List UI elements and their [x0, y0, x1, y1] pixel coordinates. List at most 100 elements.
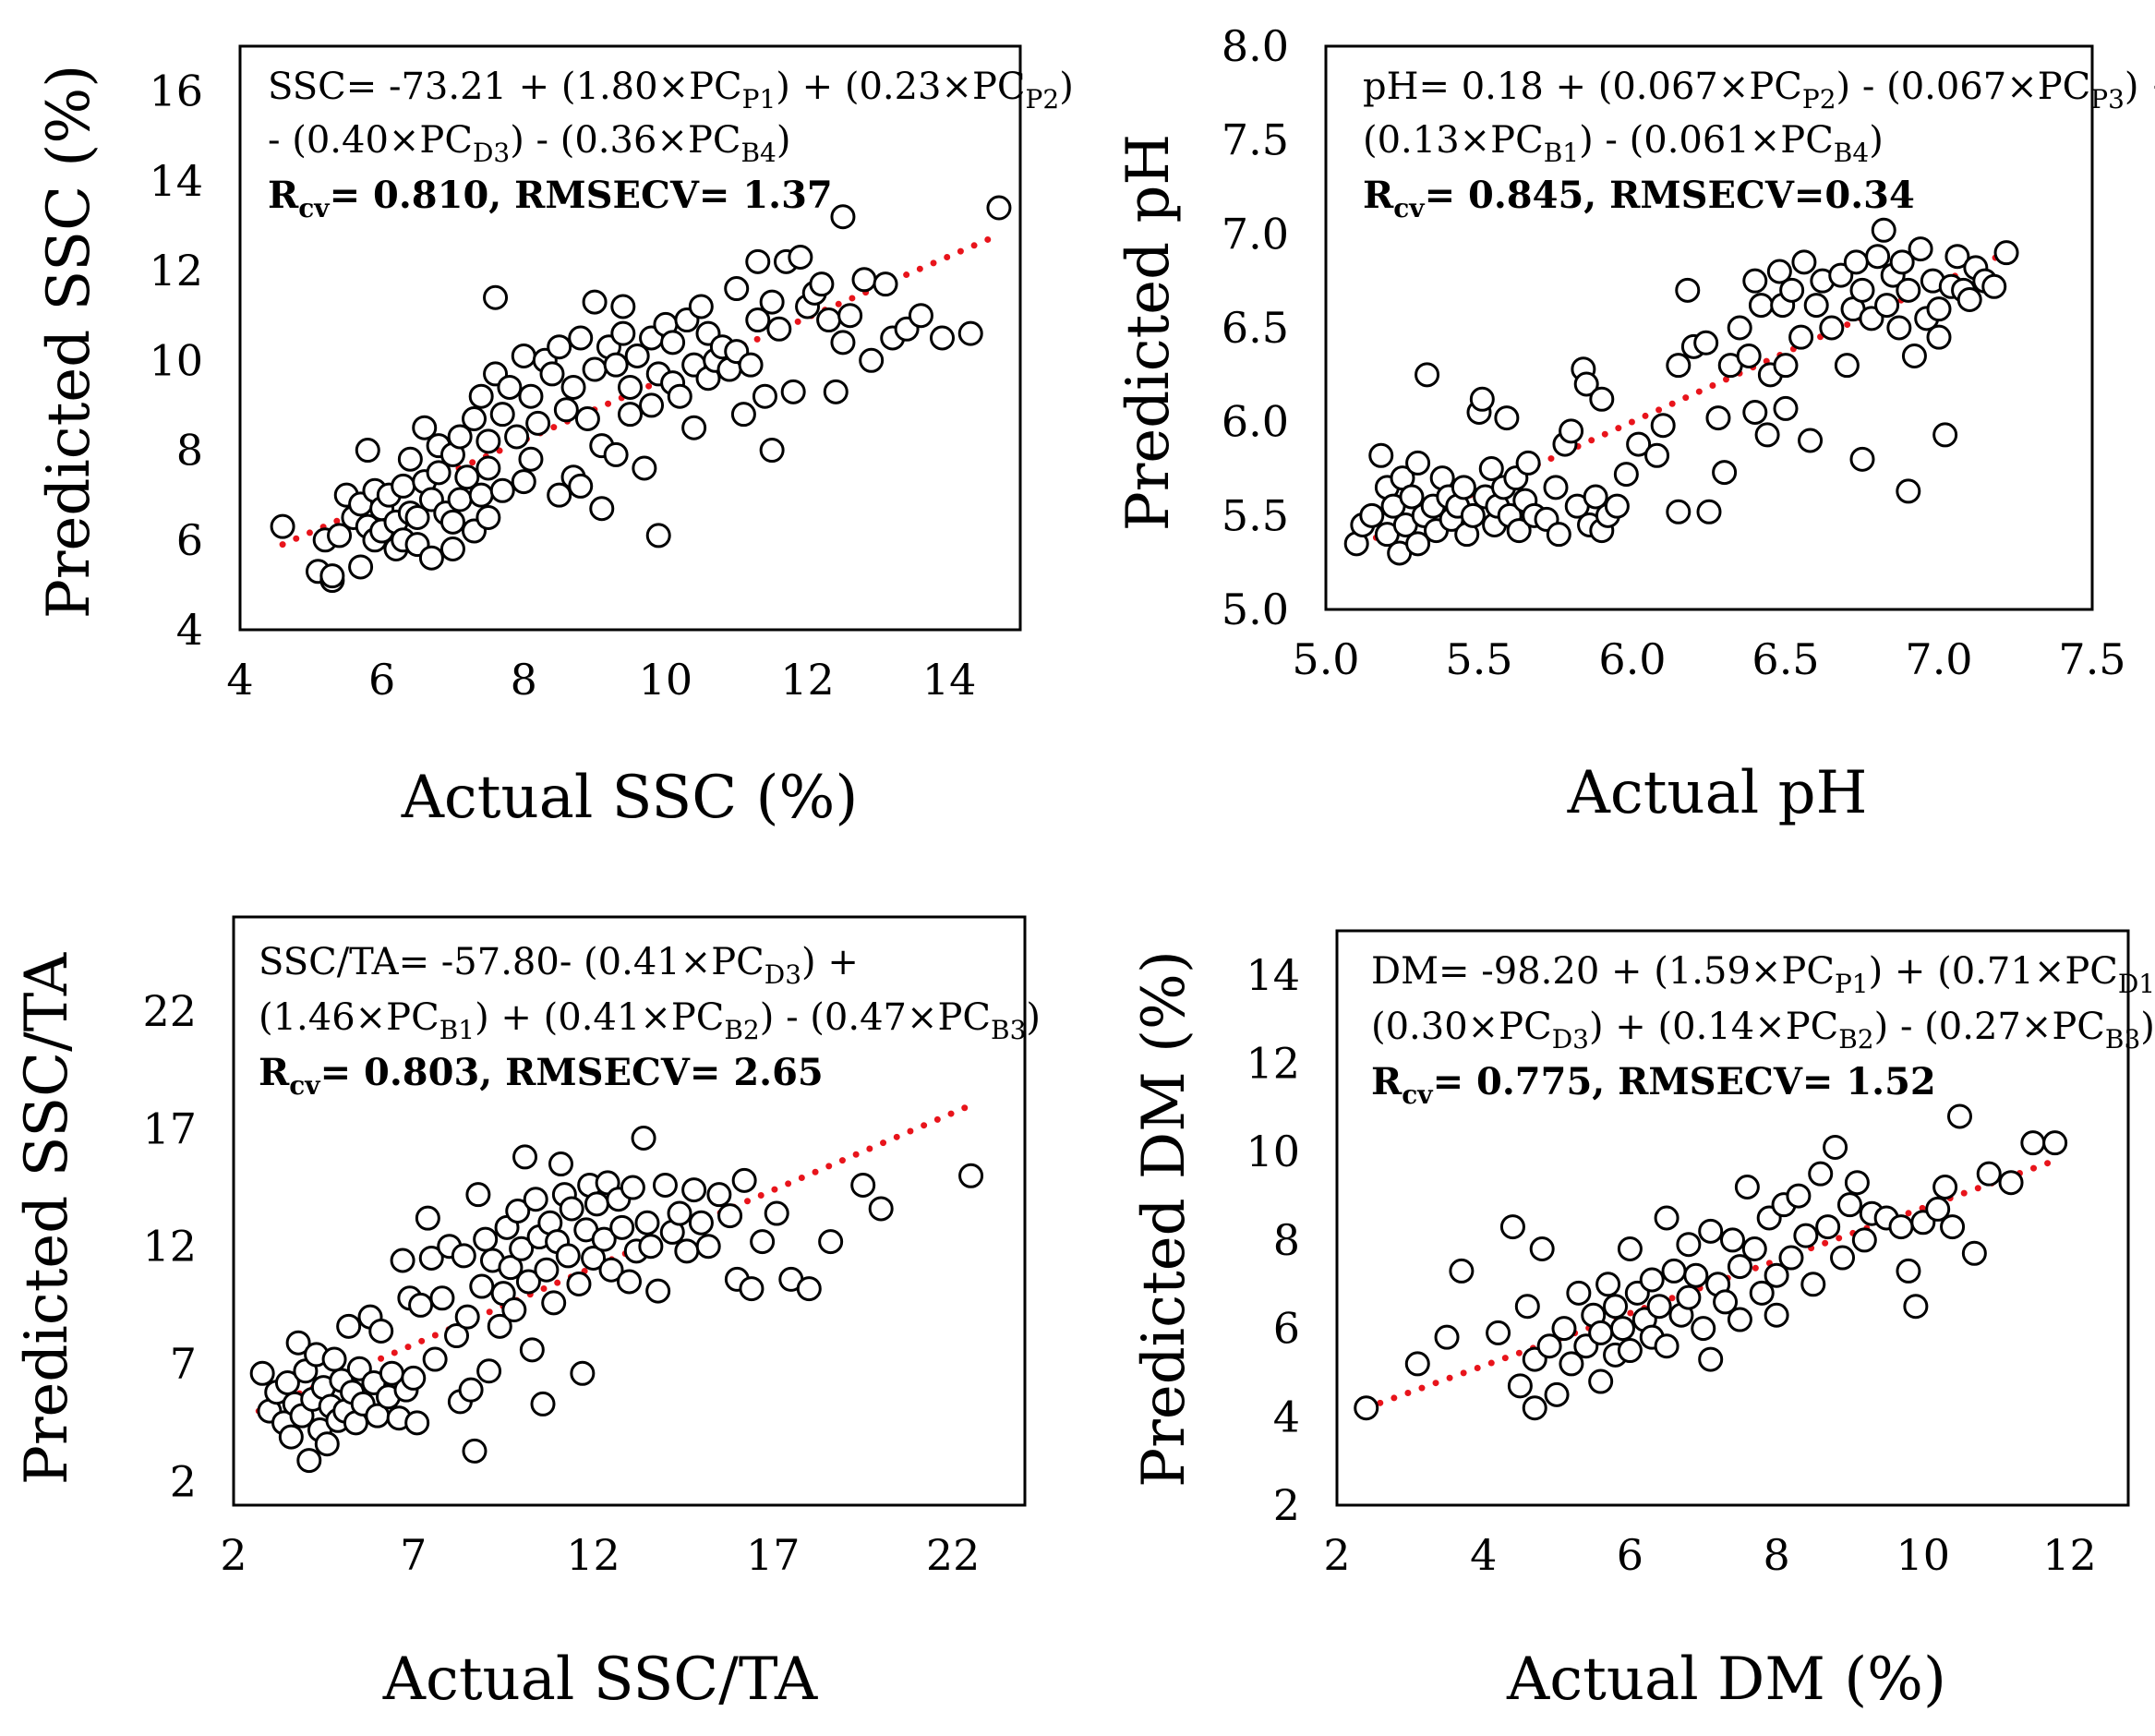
data-point [1646, 1294, 1672, 1320]
data-point [1691, 1316, 1716, 1342]
data-point [476, 455, 501, 481]
data-point [559, 1196, 584, 1222]
data-point [582, 289, 608, 315]
data-point [547, 482, 572, 508]
equation-line-2: (1.46×PCB1​) + (0.41×PCB2​) - (0.47×PCB3… [259, 996, 1041, 1045]
data-point [1976, 1161, 2002, 1187]
x-tick-label: 7 [400, 1530, 427, 1580]
data-point [429, 1285, 455, 1311]
data-point [830, 204, 856, 230]
data-point [348, 554, 374, 580]
data-point [426, 460, 451, 486]
model-stats: Rcv​= 0.775, RMSECV= 1.52 [1371, 1060, 1936, 1110]
data-point [1486, 1320, 1511, 1345]
data-point [930, 325, 955, 351]
data-point [581, 1245, 607, 1271]
data-point [476, 504, 501, 530]
data-point [1588, 1368, 1614, 1394]
data-point [851, 267, 877, 293]
data-point [1843, 249, 1869, 275]
text-run: ) + (0.14×PC [1589, 1006, 1838, 1048]
data-point [327, 523, 353, 549]
subscript: P3 [2090, 84, 2125, 115]
data-point [1741, 1236, 1767, 1261]
data-point [1543, 475, 1569, 500]
data-point [1940, 1214, 1966, 1240]
data-point [1698, 1218, 1724, 1244]
data-point [738, 352, 764, 378]
data-point [1595, 1272, 1621, 1297]
text-run: ) - (0.067×PC [1836, 66, 2091, 108]
data-point [645, 1278, 671, 1304]
data-point [1788, 324, 1814, 350]
data-point [1546, 522, 1571, 548]
data-point [1650, 413, 1676, 439]
model-stats: Rcv​= 0.810, RMSECV= 1.37 [268, 174, 833, 223]
data-point [1849, 446, 1875, 472]
y-tick-label: 7 [170, 1339, 197, 1389]
data-point [1415, 362, 1440, 388]
data-point [1609, 1316, 1635, 1342]
data-point [1675, 277, 1701, 303]
subscript: cv [1393, 193, 1425, 223]
equation-line-2: (0.13×PCB1​) - (0.061×PCB4​) [1363, 119, 1884, 168]
x-tick-label: 10 [1896, 1530, 1951, 1580]
data-point [582, 356, 608, 382]
text-run: R [1363, 174, 1394, 217]
x-tick-label: 2 [220, 1530, 247, 1580]
x-tick-label: 8 [511, 655, 537, 705]
data-point [1666, 499, 1691, 524]
data-point [1764, 1262, 1789, 1288]
y-tick-label: 12 [142, 1222, 197, 1272]
data-point [796, 1276, 822, 1302]
y-tick-label: 2 [170, 1457, 197, 1507]
data-point [1604, 493, 1630, 519]
y-tick-label: 8.0 [1222, 21, 1289, 71]
data-point [454, 1304, 480, 1330]
data-point [1834, 353, 1860, 379]
text-run: = 0.803, RMSECV= 2.65 [320, 1051, 824, 1094]
x-tick-label: 5.5 [1445, 634, 1512, 684]
text-run: pH= 0.18 + (0.067×PC [1363, 66, 1802, 108]
data-point [483, 284, 509, 310]
x-tick-label: 7.0 [1905, 634, 1972, 684]
data-point [1819, 315, 1845, 341]
data-point [1798, 428, 1824, 453]
data-point [1613, 462, 1639, 488]
data-point [1886, 315, 1912, 341]
data-point [451, 1243, 476, 1269]
data-point [830, 330, 856, 356]
text-run: ) + (0.71×PC [1869, 950, 2118, 993]
x-tick-label: 12 [2042, 1530, 2097, 1580]
y-tick-label: 16 [149, 66, 203, 116]
data-point [1742, 268, 1768, 294]
data-point [1889, 249, 1915, 275]
data-point [1617, 1338, 1643, 1364]
x-tick-labels: 4 6 8 10 12 14 [226, 655, 976, 705]
data-point [504, 424, 530, 450]
data-point [1522, 1395, 1547, 1421]
data-points [1343, 217, 2019, 566]
data-point [497, 374, 523, 400]
data-point [553, 397, 579, 423]
subscript: P2 [1026, 84, 1060, 115]
x-axis-label: Actual SSC/TA [382, 1646, 818, 1714]
text-run: ) [1059, 66, 1074, 108]
data-point [1815, 1214, 1841, 1240]
data-point [541, 1290, 567, 1316]
x-tick-label: 6 [368, 655, 395, 705]
data-point [1773, 353, 1799, 379]
y-tick-label: 17 [142, 1103, 197, 1153]
text-run: ) - (0.27×PC [1874, 1006, 2105, 1048]
data-point [620, 1175, 645, 1200]
data-point [498, 1255, 524, 1281]
data-point [278, 1424, 304, 1450]
text-run: SSC/TA= -57.80- (0.41×PC [259, 941, 764, 983]
data-point [1434, 1324, 1460, 1350]
data-point [296, 1448, 322, 1474]
text-run: = 0.775, RMSECV= 1.52 [1433, 1060, 1936, 1103]
data-point [1742, 400, 1768, 425]
data-point [511, 469, 536, 495]
y-tick-label: 7.5 [1222, 115, 1289, 165]
text-run: ) - (0.47×PC [760, 996, 991, 1039]
